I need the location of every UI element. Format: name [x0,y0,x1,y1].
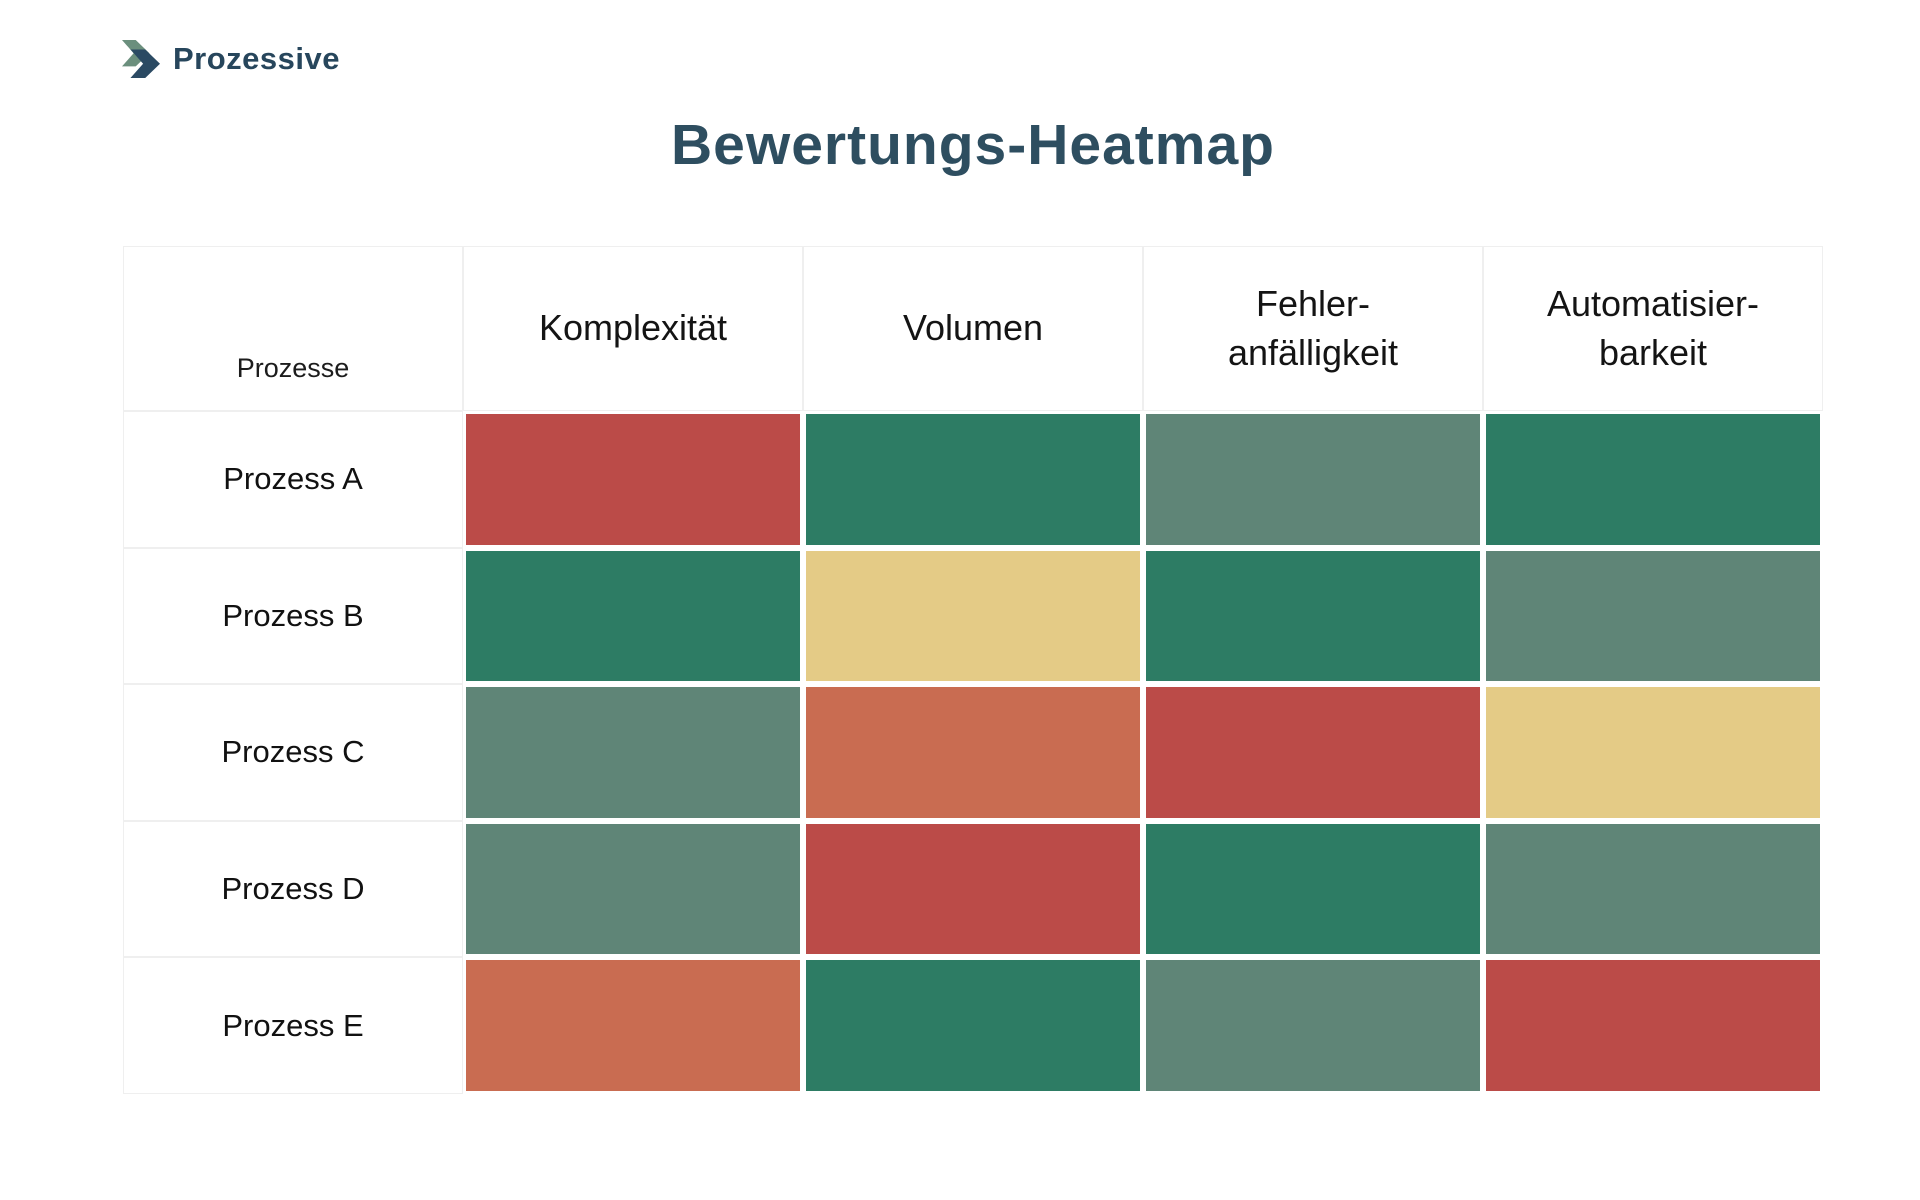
heatmap-cell-r3c2-orange [803,684,1143,821]
heatmap-cell-r2c4-sage [1483,547,1823,685]
heatmap-cell-r5c4-red [1483,957,1823,1094]
page-title: Bewertungs-Heatmap [671,113,1275,177]
heatmap-cell-r5c2-green [803,957,1143,1094]
heatmap-cell-r5c3-sage [1143,957,1483,1094]
heatmap-cell-r1c1-red [463,411,803,548]
heatmap-cell-r5c1-orange [463,957,803,1094]
logo: Prozessive [118,40,340,78]
heatmap-cell-r2c1-green [463,547,803,685]
corner-label: Prozesse [123,246,463,411]
heatmap-cell-r3c3-red [1143,684,1483,821]
heatmap-cell-r3c1-sage [463,684,803,821]
row-label-1: Prozess A [123,411,463,548]
row-label-5: Prozess E [123,957,463,1094]
column-header-1: Komplexität [463,246,803,411]
row-label-2: Prozess B [123,547,463,685]
heatmap-cell-r4c4-sage [1483,820,1823,958]
heatmap-grid: Prozesse Komplexität Volumen Fehler- anfäll… [123,246,1823,1094]
heatmap-cell-r1c2-green [803,411,1143,548]
heatmap-cell-r2c2-yellow [803,547,1143,685]
heatmap-cell-r2c3-green [1143,547,1483,685]
heatmap-cell-r4c3-green [1143,820,1483,958]
column-header-4: Automatisier- barkeit [1483,246,1823,411]
heatmap-cell-r4c2-red [803,820,1143,958]
column-header-3: Fehler- anfälligkeit [1143,246,1483,411]
row-label-3: Prozess C [123,684,463,821]
logo-text: Prozessive [173,41,340,76]
heatmap-cell-r1c4-green [1483,411,1823,548]
row-label-4: Prozess D [123,820,463,958]
heatmap-cell-r4c1-sage [463,820,803,958]
heatmap-cell-r3c4-yellow [1483,684,1823,821]
double-chevron-right-icon [122,40,160,78]
heatmap-cell-r1c3-sage [1143,411,1483,548]
column-header-2: Volumen [803,246,1143,411]
